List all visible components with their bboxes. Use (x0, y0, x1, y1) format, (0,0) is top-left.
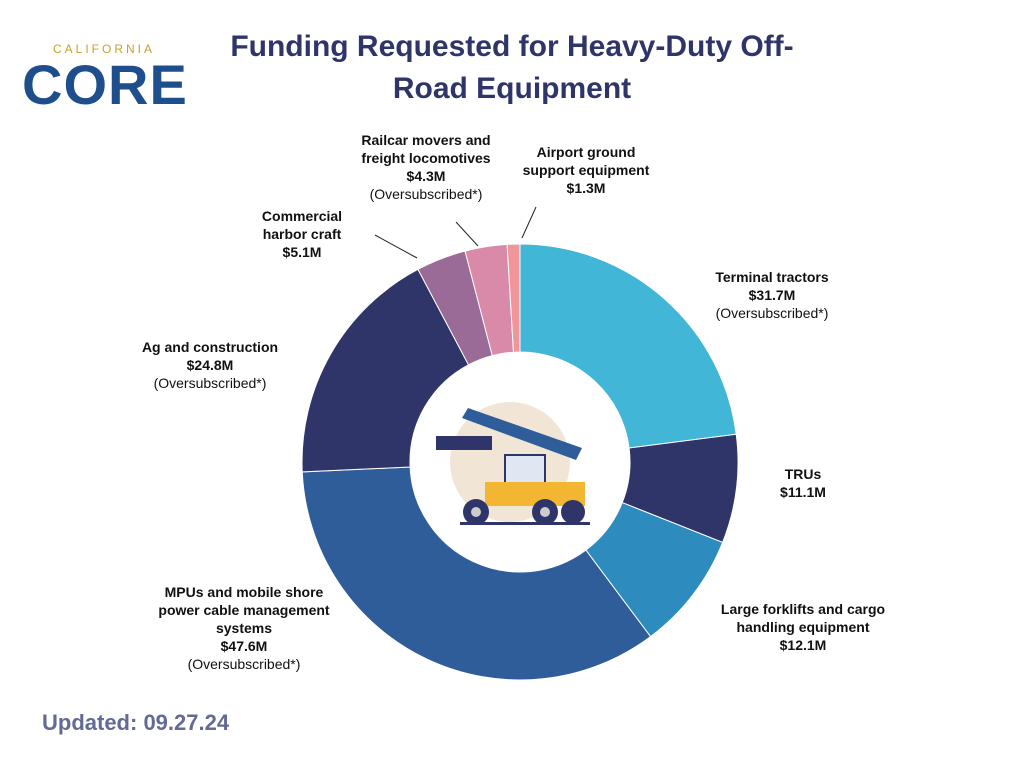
value-note: (Oversubscribed*) (153, 375, 267, 391)
category-label: TRUs (784, 466, 822, 482)
forklift-illustration (436, 402, 590, 525)
value-label: $5.1M (282, 244, 322, 260)
value-label: $31.7M (748, 287, 796, 303)
logo: CORE (22, 53, 188, 116)
category-label: Airport ground support equipment (522, 144, 650, 178)
leader-line (374, 234, 418, 259)
value-label: $1.3M (566, 180, 606, 196)
slice-label: MPUs and mobile shore power cable manage… (149, 583, 339, 673)
slice-label: Large forklifts and cargo handling equip… (703, 600, 903, 654)
slice-label: Railcar movers and freight locomotives $4… (341, 131, 511, 203)
category-label: Ag and construction (141, 339, 279, 355)
chart-title: Funding Requested for Heavy-Duty Off-Roa… (230, 30, 794, 105)
value-note: (Oversubscribed*) (187, 656, 301, 672)
value-label: $24.8M (186, 357, 234, 373)
category-label: Large forklifts and cargo handling equip… (720, 601, 886, 635)
category-label: Railcar movers and freight locomotives (361, 132, 491, 166)
category-label: Commercial harbor craft (261, 208, 343, 242)
slice-label: Ag and construction $24.8M (Oversubscribed… (115, 338, 305, 392)
value-label: $47.6M (220, 638, 268, 654)
leaders (374, 206, 537, 259)
value-note: (Oversubscribed*) (369, 186, 483, 202)
footer: Updated: 09.27.24 (42, 710, 230, 735)
value-note: (Oversubscribed*) (715, 305, 829, 321)
slice-label: Terminal tractors $31.7M (Oversubscribed*) (672, 268, 872, 322)
leader-line (455, 221, 479, 247)
category-label: MPUs and mobile shore power cable manage… (158, 584, 330, 636)
leader-line (521, 206, 537, 239)
slice-label: Airport ground support equipment $1.3M (511, 143, 661, 197)
category-label: Terminal tractors (715, 269, 829, 285)
value-label: $12.1M (779, 637, 827, 653)
value-label: $4.3M (406, 168, 446, 184)
slice-label: Commercial harbor craft $5.1M (242, 207, 362, 261)
value-label: $11.1M (780, 484, 826, 500)
logo-subtitle: CALIFORNIA (52, 42, 155, 56)
slice-label: TRUs $11.1M (753, 465, 853, 501)
